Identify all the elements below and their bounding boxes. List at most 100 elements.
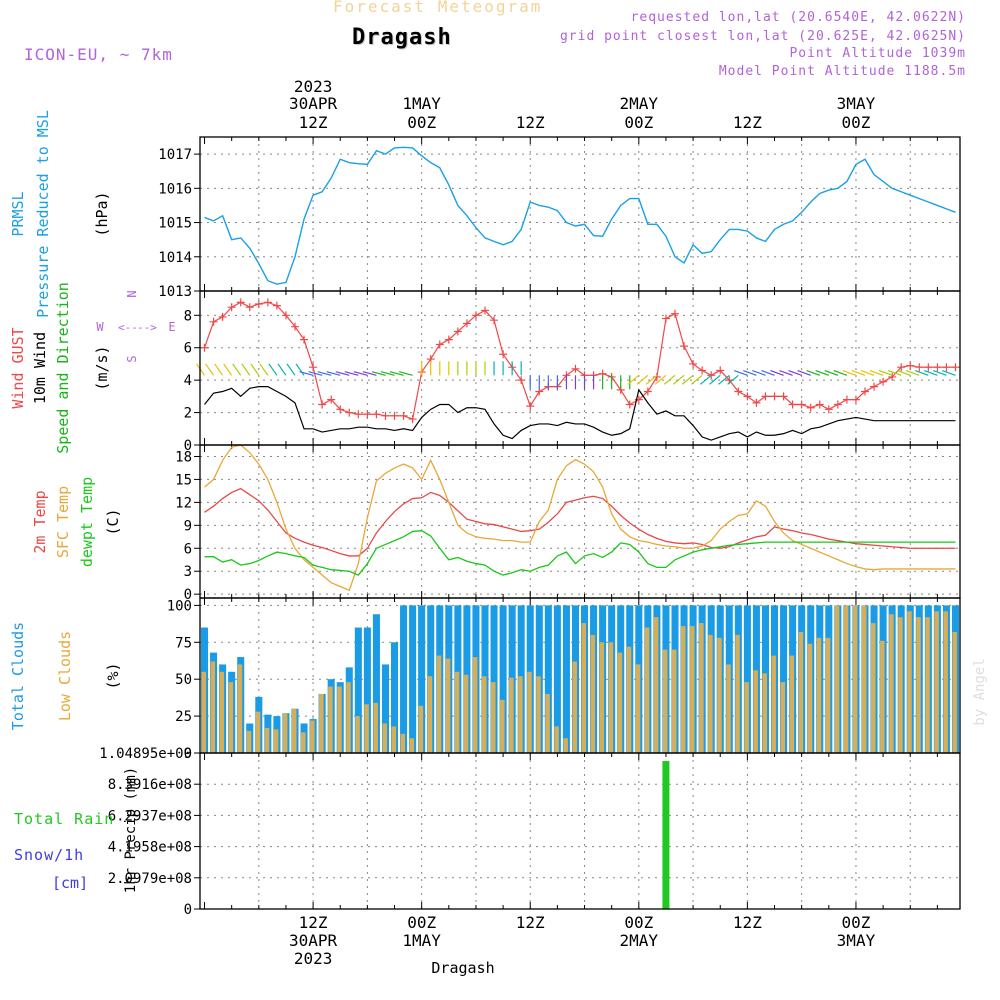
gust-point: [924, 363, 933, 372]
low-clouds-bar: [427, 676, 433, 753]
gust-point: [571, 364, 580, 373]
label-prmsl: PRMSL: [9, 191, 27, 236]
bottom-time-label: 00Z: [841, 913, 870, 932]
low-clouds-bar: [364, 704, 369, 753]
gust-point: [888, 372, 897, 381]
low-clouds-bar: [409, 738, 415, 753]
wind-direction-arrow: [645, 374, 658, 385]
wind-direction-arrow: [833, 369, 848, 376]
y-tick-label: 100: [167, 598, 192, 614]
bottom-time-label: 1MAY: [402, 931, 441, 950]
top-time-label: 00Z: [624, 113, 653, 132]
low-clouds-bar: [762, 673, 767, 753]
low-clouds-bar: [572, 661, 577, 753]
wind-direction-arrow: [627, 374, 640, 385]
gust-point: [408, 415, 417, 424]
gust-point: [336, 405, 345, 414]
wind-direction-arrow: [232, 363, 242, 376]
wind-direction-arrow: [700, 374, 712, 385]
wind-direction-arrow: [681, 374, 694, 385]
low-clouds-bar: [463, 674, 469, 753]
low-clouds-bar: [871, 623, 876, 753]
low-clouds-bar: [418, 705, 424, 753]
y-tick-label: 75: [175, 635, 192, 651]
wind-direction-arrow: [672, 374, 685, 385]
bottom-time-label: 30APR: [289, 931, 338, 950]
point-altitude: Point Altitude 1039m: [789, 46, 966, 61]
gust-point: [842, 395, 851, 404]
gust-point: [471, 311, 480, 320]
low-clouds-bar: [400, 733, 406, 753]
model-name: ICON-EU, ~ 7km: [24, 45, 173, 64]
low-clouds-bar: [509, 677, 514, 753]
wind-direction-arrow: [205, 363, 215, 376]
low-clouds-bar: [355, 716, 360, 753]
series-sfc-temp: [204, 444, 956, 592]
low-clouds-bar: [744, 682, 749, 753]
low-clouds-bar: [491, 682, 496, 753]
label-snow-1h: Snow/1h: [14, 846, 84, 864]
wind-direction-arrow: [727, 374, 739, 385]
gust-point: [906, 361, 915, 370]
wind-direction-arrow: [933, 369, 947, 376]
wind-direction-arrow: [779, 369, 793, 376]
gust-point: [752, 398, 761, 407]
series-prmsl: [204, 146, 956, 285]
gust-point: [300, 335, 309, 344]
gust-point: [897, 363, 906, 372]
gust-point: [680, 342, 689, 351]
meteogram-title: Forecast Meteogram: [333, 0, 543, 16]
low-clouds-bar: [916, 617, 921, 753]
low-clouds-bar: [291, 708, 297, 753]
low-clouds-bar: [608, 642, 614, 753]
y-tick-label: 15: [175, 472, 192, 488]
total-clouds-bar: [354, 627, 362, 753]
wind-direction-arrow: [824, 369, 839, 376]
wind-direction-arrow: [743, 369, 757, 376]
wind-direction-arrow: [241, 363, 251, 376]
low-clouds-bar: [590, 634, 596, 753]
y-tick-label: 9: [184, 518, 192, 534]
gust-point: [200, 343, 209, 352]
footer-station-label: Dragash: [431, 959, 494, 977]
gust-point: [770, 392, 779, 401]
gust-point: [942, 363, 951, 372]
gust-point: [951, 363, 960, 372]
label-10m-wind: 10m Wind: [31, 332, 49, 404]
total-clouds-bar: [553, 605, 561, 753]
y-tick-label: 6: [184, 341, 192, 357]
low-clouds-bar: [671, 649, 677, 753]
wind-direction-arrow: [223, 363, 233, 376]
total-clouds-bar: [363, 627, 371, 753]
bottom-time-label: 00Z: [407, 913, 436, 932]
label-c: (C): [104, 508, 122, 535]
low-clouds-bar: [708, 634, 713, 753]
gust-point: [444, 335, 453, 344]
low-clouds-bar: [518, 676, 523, 753]
wind-direction-arrow: [663, 374, 676, 385]
gust-point: [272, 301, 281, 310]
low-clouds-bar: [653, 617, 659, 753]
panel-frame-wind: [199, 290, 961, 446]
wind-direction-arrow: [761, 369, 775, 376]
low-clouds-bar: [228, 682, 234, 753]
model-point-altitude: Model Point Altitude 1188.5m: [718, 64, 966, 79]
bottom-time-label: 12Z: [299, 913, 328, 932]
wind-direction-arrow: [268, 363, 278, 376]
series-wind-gust: [203, 301, 956, 420]
gust-point: [671, 309, 679, 318]
gust-point: [915, 363, 924, 372]
low-clouds-bar: [889, 614, 894, 753]
wind-direction-arrow: [335, 371, 350, 376]
gust-point: [517, 376, 526, 385]
top-time-label: 2MAY: [620, 94, 659, 113]
wind-direction-arrow: [286, 363, 296, 376]
y-tick-label: 1016: [158, 181, 192, 197]
gust-point: [806, 403, 815, 412]
wind-direction-arrow: [380, 371, 395, 376]
gust-point: [209, 317, 218, 326]
y-tick-label: 6: [184, 541, 192, 557]
y-tick-label: 0: [184, 438, 192, 454]
compass-e: E: [168, 320, 175, 334]
